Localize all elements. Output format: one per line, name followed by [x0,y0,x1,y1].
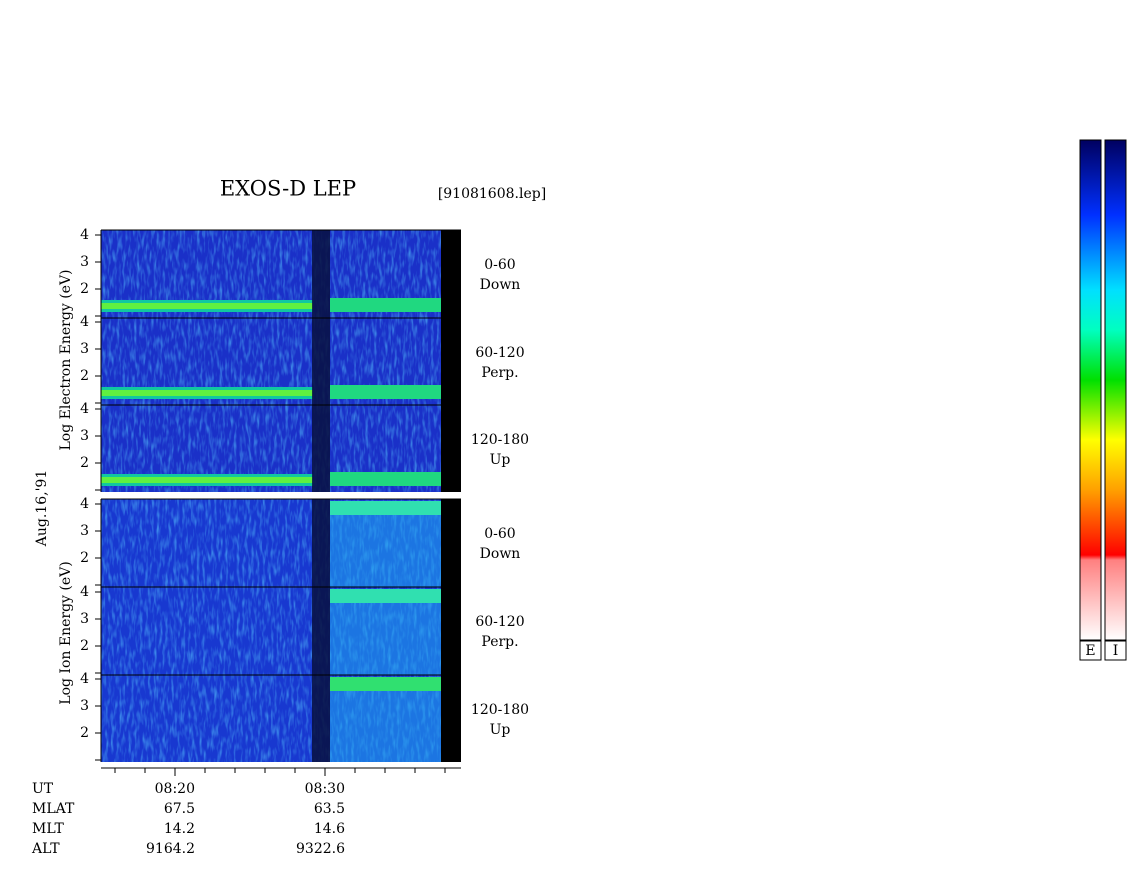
panel-label: 60-120 [475,345,524,361]
title: EXOS-D LEP [220,177,356,201]
colorbar-label-box [1079,640,1102,661]
no-data [441,499,461,587]
band-core [101,303,313,309]
y-tick-label: 3 [80,341,89,357]
footer-cell: MLT [32,821,64,837]
y-tick-label: 3 [80,428,89,444]
y-tick-label: 3 [80,254,89,270]
band-core [101,390,313,396]
y-tick-label: 3 [80,611,89,627]
y-tick-label: 3 [80,523,89,539]
no-data [441,675,461,762]
wash [330,603,441,675]
panel-label: 0-60 [484,526,515,542]
footer-cell: 08:30 [305,781,345,797]
panel-label: 0-60 [484,257,515,273]
wash [330,691,441,762]
no-data [441,318,461,405]
data-gap [312,230,330,318]
colorbar [1104,139,1127,641]
data-gap [312,318,330,405]
footer-cell: 63.5 [314,801,345,817]
no-data [441,230,461,318]
y-tick-label: 4 [80,671,89,687]
panel-label: 120-180 [471,432,529,448]
footer-cell: 9322.6 [296,841,345,857]
y-tick-label: 2 [80,725,89,741]
footer-cell: MLAT [32,801,75,817]
date-label: Aug.16,'91 [34,470,50,547]
band [330,677,441,691]
y-tick-label: 4 [80,496,89,512]
y-tick-label: 4 [80,401,89,417]
colorbar-label-box [1104,640,1127,661]
data-gap [312,499,330,587]
panel-label: Down [480,546,521,562]
footer-cell: 14.6 [314,821,345,837]
y-tick-label: 4 [80,584,89,600]
footer-cell: 67.5 [164,801,195,817]
colorbar-label: E [1085,643,1095,659]
data-gap [312,405,330,492]
y-tick-label: 2 [80,455,89,471]
colorbar-label: I [1113,643,1119,659]
panel-label: Perp. [481,634,518,650]
y-axis-label: Log Electron Energy (eV) [58,269,74,450]
band [330,298,441,312]
y-tick-label: 2 [80,550,89,566]
panel-label: Down [480,277,521,293]
colorbar [1079,139,1102,641]
footer-cell: 14.2 [164,821,195,837]
panel-label: Perp. [481,365,518,381]
band [330,472,441,486]
footer-cell: UT [32,781,54,797]
panel-label: Up [490,452,511,468]
file-name: [91081608.lep] [438,186,546,202]
wash [330,515,441,587]
y-tick-label: 4 [80,314,89,330]
band-core [101,477,313,483]
footer-cell: ALT [31,841,60,857]
y-tick-label: 3 [80,698,89,714]
data-gap [312,675,330,762]
y-axis-label: Log Ion Energy (eV) [58,561,74,704]
no-data [441,405,461,492]
panel-label: 60-120 [475,614,524,630]
y-tick-label: 2 [80,368,89,384]
footer-cell: 9164.2 [146,841,195,857]
band [330,589,441,603]
no-data [441,587,461,675]
panel-label: Up [490,722,511,738]
band [330,501,441,515]
footer-cell: 08:20 [155,781,195,797]
y-tick-label: 4 [80,227,89,243]
band [330,385,441,399]
panel-label: 120-180 [471,702,529,718]
y-tick-label: 2 [80,281,89,297]
data-gap [312,587,330,675]
y-tick-label: 2 [80,638,89,654]
